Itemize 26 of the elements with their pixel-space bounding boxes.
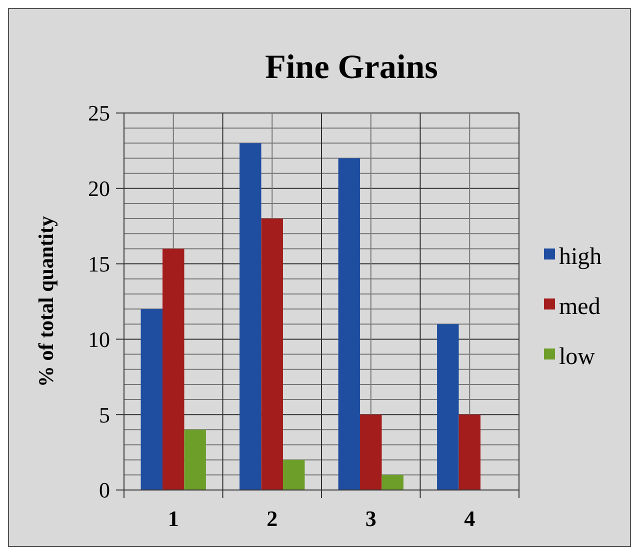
bar [458, 414, 480, 490]
x-tick-label: 1 [168, 506, 179, 531]
legend-label: low [559, 344, 596, 370]
bar [338, 158, 360, 490]
chart-title: Fine Grains [265, 49, 438, 86]
bar [162, 248, 184, 490]
bar [140, 309, 163, 490]
bar [240, 143, 262, 490]
legend-label: high [559, 244, 602, 270]
legend-label: med [559, 294, 600, 320]
bar [360, 414, 382, 490]
y-tick-label: 15 [88, 252, 110, 276]
bar [382, 474, 404, 490]
bar [282, 460, 305, 490]
x-tick-label: 3 [365, 506, 376, 531]
y-tick-label: 20 [88, 176, 110, 202]
bar [437, 324, 459, 490]
x-tick-label: 4 [464, 506, 476, 531]
y-tick-label: 5 [99, 402, 110, 428]
bar [184, 430, 206, 490]
y-tick-label: 25 [88, 100, 110, 126]
y-tick-label: 0 [99, 478, 110, 503]
y-tick-label: 10 [88, 326, 110, 352]
y-axis-title: % of total quantity [34, 216, 58, 387]
x-tick-label: 2 [266, 506, 278, 531]
bar [261, 218, 283, 490]
